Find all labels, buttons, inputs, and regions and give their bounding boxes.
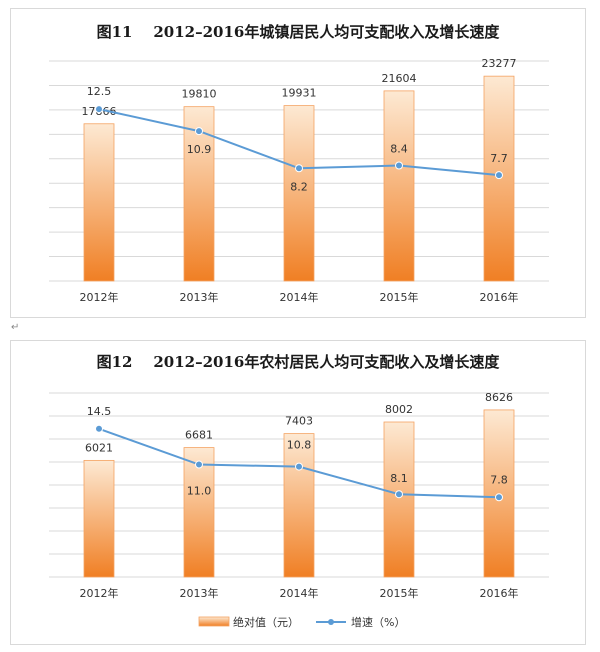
growth-point xyxy=(95,424,103,433)
growth-point xyxy=(395,161,403,170)
growth-point xyxy=(295,462,303,471)
growth-value-label: 7.7 xyxy=(490,152,508,165)
bar xyxy=(383,421,415,578)
x-tick-label: 2014年 xyxy=(280,290,319,304)
x-tick-label: 2012年 xyxy=(80,586,119,600)
growth-point xyxy=(95,105,103,114)
bar-value-label: 7403 xyxy=(285,415,313,428)
chart-title: 图11 2012–2016年城镇居民人均可支配收入及增长速度 xyxy=(96,23,500,41)
growth-point xyxy=(395,490,403,499)
growth-value-label: 10.9 xyxy=(187,143,212,156)
growth-point xyxy=(295,164,303,173)
growth-point xyxy=(495,493,503,502)
x-tick-label: 2016年 xyxy=(480,586,519,600)
x-tick-label: 2016年 xyxy=(480,290,519,304)
bar xyxy=(183,106,215,282)
bar xyxy=(283,433,315,578)
bar xyxy=(183,447,215,578)
growth-point xyxy=(195,127,203,136)
bar-value-label: 23277 xyxy=(482,57,517,70)
growth-value-label: 10.8 xyxy=(287,439,312,452)
bar-value-label: 19810 xyxy=(182,88,217,101)
paragraph-return-mark: ↵ xyxy=(11,322,20,333)
growth-value-label: 8.2 xyxy=(290,180,308,193)
growth-value-label: 8.1 xyxy=(390,472,408,485)
bar xyxy=(83,459,115,578)
bar-value-label: 6021 xyxy=(85,441,113,454)
chart-svg-rural: 6021 2012年 6681 2013年 7403 2014年 8002 2015年 8626… xyxy=(49,391,549,629)
bar-value-label: 19931 xyxy=(282,87,317,100)
growth-value-label: 12.5 xyxy=(87,85,112,98)
x-tick-label: 2013年 xyxy=(180,290,219,304)
growth-value-label: 8.4 xyxy=(390,143,408,156)
chart-legend: 绝对值（元） 增速（%） xyxy=(198,615,405,629)
x-tick-label: 2013年 xyxy=(180,586,219,600)
bar-value-label: 21604 xyxy=(382,72,417,85)
bar xyxy=(83,123,115,282)
chart-title: 图12 2012–2016年农村居民人均可支配收入及增长速度 xyxy=(96,353,500,371)
chart-svg-urban: 178662012年198102013年199312014年216042015年… xyxy=(49,57,549,304)
growth-value-label: 7.8 xyxy=(490,473,508,486)
growth-point xyxy=(195,460,203,469)
bar xyxy=(383,90,415,282)
legend-line-marker xyxy=(328,619,334,625)
bar-value-label: 8626 xyxy=(485,391,513,404)
legend-bar-swatch xyxy=(198,616,230,627)
legend-bar-label: 绝对值（元） xyxy=(233,615,299,629)
chart-panel-rural: 图12 2012–2016年农村居民人均可支配收入及增长速度 6021 2012年… xyxy=(10,340,586,645)
x-tick-label: 2015年 xyxy=(380,290,419,304)
bar-value-label: 6681 xyxy=(185,429,213,442)
x-tick-label: 2012年 xyxy=(80,290,119,304)
growth-value-label: 11.0 xyxy=(187,485,212,498)
bar-value-label: 8002 xyxy=(385,403,413,416)
growth-value-label: 14.5 xyxy=(87,405,112,418)
growth-point xyxy=(495,171,503,180)
chart-panel-urban: 图11 2012–2016年城镇居民人均可支配收入及增长速度 178662012… xyxy=(10,8,586,318)
legend-line-label: 增速（%） xyxy=(351,615,405,629)
bar xyxy=(283,105,315,282)
x-tick-label: 2014年 xyxy=(280,586,319,600)
x-tick-label: 2015年 xyxy=(380,586,419,600)
